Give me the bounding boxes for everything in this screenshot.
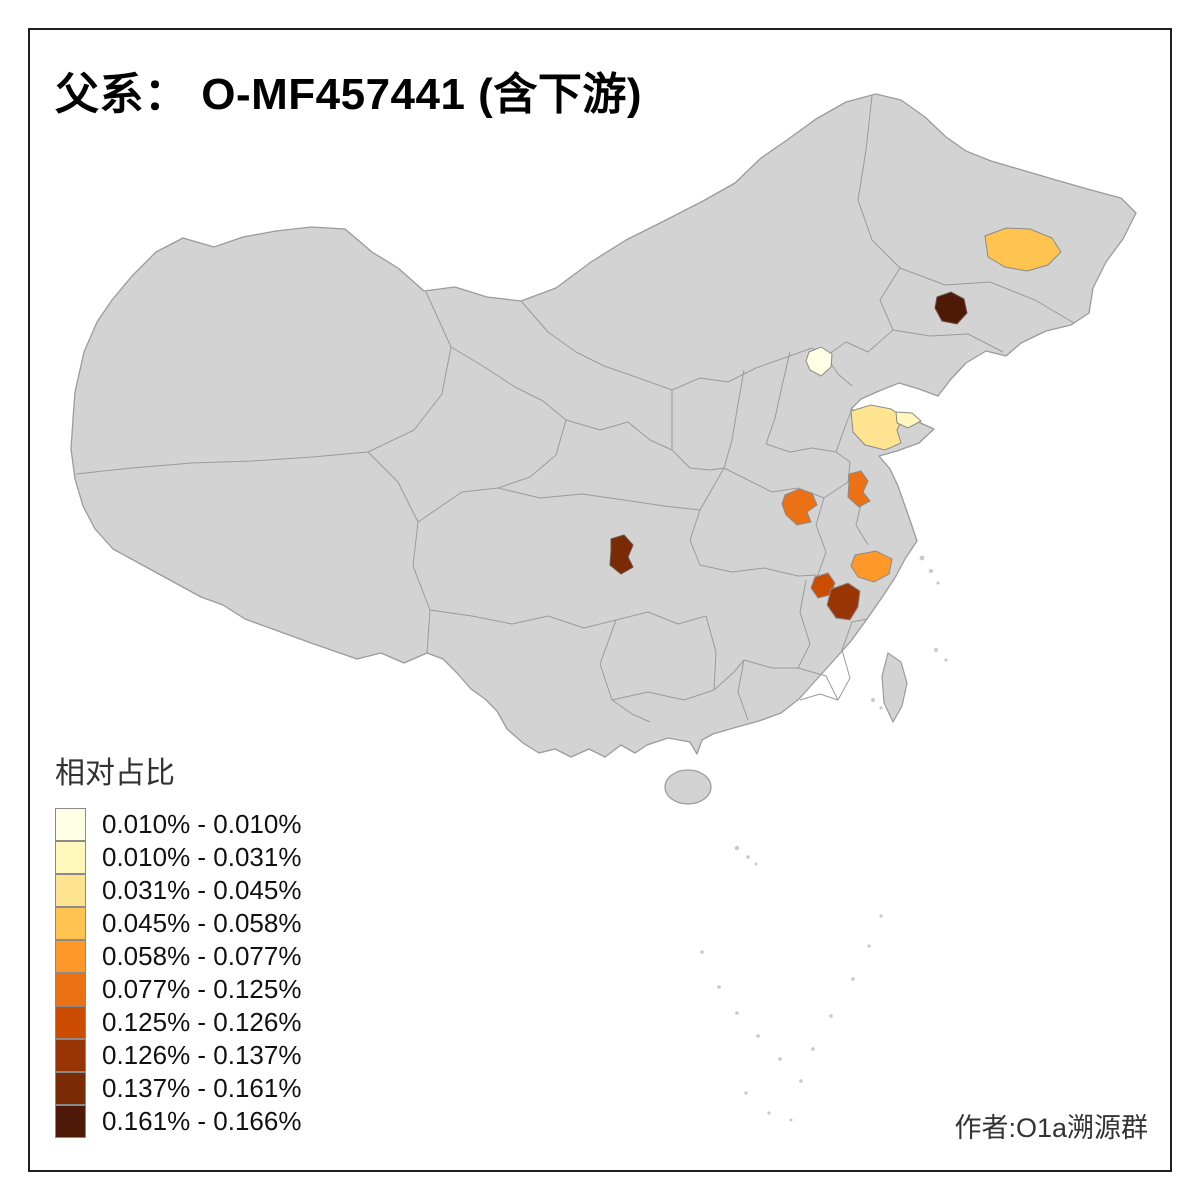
legend-title: 相对占比 — [55, 757, 175, 790]
legend-item: 0.058% - 0.077% — [55, 940, 301, 973]
small-islands — [700, 555, 948, 1122]
author-credit: 作者:O1a溯源群 — [954, 1113, 1148, 1143]
legend-label: 0.161% - 0.166% — [102, 1106, 302, 1136]
legend: 相对占比 0.010% - 0.010% 0.010% - 0.031% 0.0… — [55, 748, 301, 1138]
region-shandong-west — [850, 404, 904, 451]
china-mainland-shape — [70, 93, 1137, 758]
legend-label: 0.137% - 0.161% — [102, 1073, 302, 1103]
legend-label: 0.077% - 0.125% — [102, 974, 302, 1004]
hainan-island — [664, 769, 712, 805]
region-chongqing — [609, 534, 634, 575]
region-shandong-peninsula — [895, 411, 922, 429]
page-title: 父系： O-MF457441 (含下游) — [55, 70, 642, 119]
legend-swatch — [55, 841, 86, 874]
region-jilin-south — [934, 291, 968, 325]
province-borders — [75, 95, 1075, 723]
legend-item: 0.010% - 0.010% — [55, 808, 301, 841]
legend-swatch — [55, 874, 86, 907]
legend-swatch — [55, 1072, 86, 1105]
legend-swatch — [55, 808, 86, 841]
legend-label: 0.126% - 0.137% — [102, 1040, 302, 1070]
legend-label: 0.010% - 0.010% — [102, 809, 302, 839]
legend-label: 0.031% - 0.045% — [102, 875, 302, 905]
legend-label: 0.058% - 0.077% — [102, 941, 302, 971]
legend-label: 0.045% - 0.058% — [102, 908, 302, 938]
legend-swatch — [55, 907, 86, 940]
legend-swatch — [55, 940, 86, 973]
taiwan-island — [881, 652, 908, 724]
legend-item: 0.077% - 0.125% — [55, 973, 301, 1006]
region-heilongjiang-central — [984, 227, 1062, 272]
legend-label: 0.010% - 0.031% — [102, 842, 302, 872]
legend-swatch — [55, 973, 86, 1006]
region-zhejiang-north — [850, 550, 893, 583]
legend-swatch — [55, 1105, 86, 1138]
legend-label: 0.125% - 0.126% — [102, 1007, 302, 1037]
region-jiangsu-north — [847, 470, 871, 508]
legend-item: 0.010% - 0.031% — [55, 841, 301, 874]
legend-item: 0.137% - 0.161% — [55, 1072, 301, 1105]
region-jiangxi-north — [826, 582, 861, 621]
legend-item: 0.045% - 0.058% — [55, 907, 301, 940]
legend-item: 0.161% - 0.166% — [55, 1105, 301, 1138]
legend-item: 0.125% - 0.126% — [55, 1006, 301, 1039]
legend-swatch — [55, 1039, 86, 1072]
legend-item: 0.031% - 0.045% — [55, 874, 301, 907]
region-henan-south — [781, 488, 818, 526]
legend-item: 0.126% - 0.137% — [55, 1039, 301, 1072]
legend-swatch — [55, 1006, 86, 1039]
region-beijing — [805, 346, 833, 377]
